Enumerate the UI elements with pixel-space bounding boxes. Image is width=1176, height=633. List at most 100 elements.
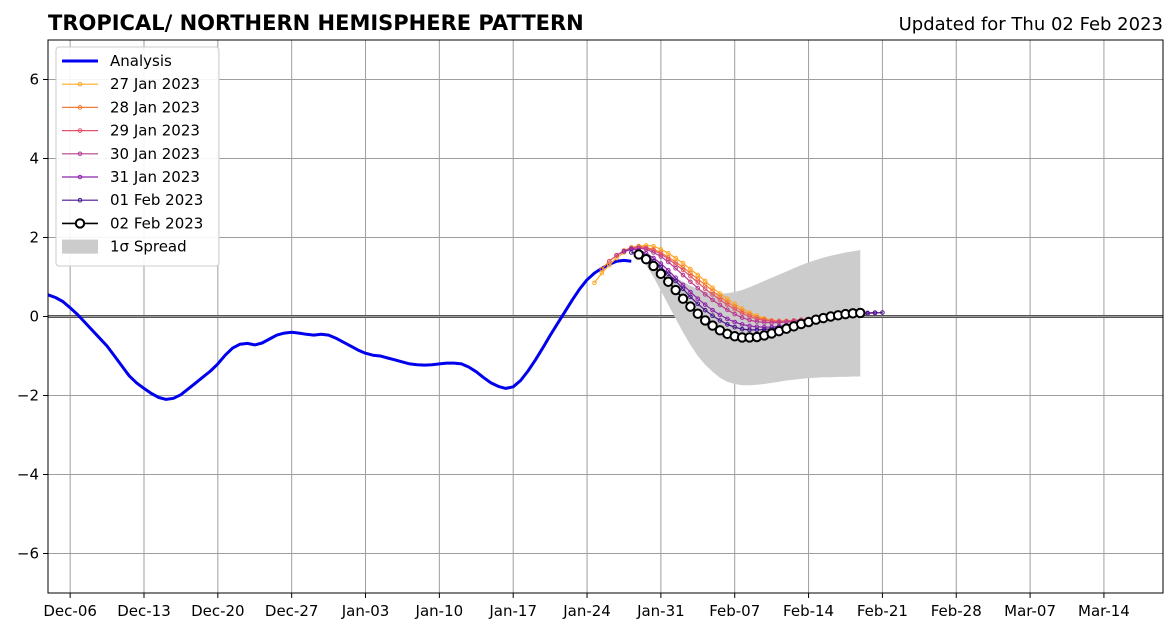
series-point — [710, 292, 715, 297]
legend-item: 28 Jan 2023 — [62, 98, 200, 116]
series-point — [725, 307, 730, 313]
series-point — [702, 292, 708, 297]
series-point — [648, 260, 659, 272]
legend-marker — [77, 151, 83, 157]
legend: Analysis 27 Jan 2023 28 Jan 2023 29 Jan 202… — [55, 46, 220, 267]
x-tick-label: Jan-17 — [488, 602, 537, 620]
legend-marker — [77, 197, 83, 203]
y-tick-label: −2 — [17, 387, 39, 405]
series-current — [633, 249, 866, 343]
legend-label: 02 Feb 2023 — [110, 214, 203, 232]
updated-date: Updated for Thu 02 Feb 2023 — [899, 14, 1163, 35]
series-line — [47, 258, 632, 401]
series-point — [725, 299, 730, 305]
x-tick-label: Feb-07 — [709, 602, 760, 620]
series-point — [739, 311, 745, 316]
legend-label: 29 Jan 2023 — [110, 122, 200, 140]
series-point — [629, 250, 634, 255]
series-point — [739, 322, 745, 327]
series-point — [680, 286, 686, 292]
legend-box — [55, 46, 220, 267]
legend-marker — [77, 105, 83, 110]
x-tick-label: Mar-14 — [1078, 602, 1130, 620]
series-point — [732, 307, 738, 312]
series-point — [754, 319, 760, 324]
y-tick-label: −6 — [17, 545, 39, 563]
x-tick-label: Jan-24 — [562, 602, 611, 620]
series-point — [692, 308, 704, 319]
series-point — [680, 267, 686, 273]
series-point — [732, 319, 738, 325]
series-point — [732, 324, 738, 330]
x-tick-label: Dec-06 — [43, 602, 97, 620]
series-point — [665, 271, 671, 277]
series-point — [658, 254, 664, 259]
legend-item: 29 Jan 2023 — [62, 122, 200, 140]
series-point — [710, 307, 715, 313]
series-point — [754, 316, 760, 322]
series-point — [688, 279, 693, 285]
series-point — [695, 280, 701, 285]
series-point — [663, 276, 674, 287]
series-point — [865, 311, 870, 316]
legend-label: Analysis — [110, 52, 172, 70]
series-point — [725, 302, 730, 307]
spread-band — [638, 250, 861, 386]
x-tick-label: Jan-10 — [415, 602, 464, 620]
series-point — [621, 249, 627, 254]
legend-label: 1σ Spread — [110, 238, 187, 256]
series-point — [633, 249, 644, 260]
grid — [48, 40, 1163, 593]
series-point — [695, 285, 701, 291]
series-point — [606, 258, 612, 264]
series-point — [747, 327, 752, 333]
legend-label: 31 Jan 2023 — [110, 168, 200, 186]
series-point — [739, 315, 745, 320]
series-point — [673, 278, 678, 284]
x-tick-label: Feb-28 — [931, 602, 982, 620]
legend-item: 31 Jan 2023 — [62, 168, 200, 186]
series-point — [707, 320, 718, 331]
legend-item: 01 Feb 2023 — [62, 191, 203, 209]
x-tick-label: Dec-13 — [117, 602, 171, 620]
legend-label: 01 Feb 2023 — [110, 191, 203, 209]
series-point — [677, 293, 689, 304]
series-point — [747, 317, 752, 323]
y-tick-label: 2 — [29, 229, 39, 247]
series-point — [651, 250, 656, 255]
series-point — [717, 302, 723, 308]
legend-item: Analysis — [62, 52, 172, 70]
series-point — [695, 296, 701, 302]
spread-layer — [638, 250, 861, 386]
legend-item: 27 Jan 2023 — [62, 75, 200, 93]
lines-layer — [47, 243, 885, 401]
y-tick-label: 0 — [29, 308, 39, 326]
series-point — [732, 311, 738, 317]
series-point — [725, 316, 730, 322]
series-point — [717, 318, 723, 323]
legend-marker — [77, 128, 83, 133]
series-point — [710, 297, 715, 303]
series-point — [717, 297, 723, 303]
series-point — [592, 280, 597, 286]
legend-label: 30 Jan 2023 — [110, 145, 200, 163]
series-point — [761, 320, 767, 325]
series-point — [880, 310, 885, 315]
x-tick-label: Feb-21 — [857, 602, 908, 620]
series-point — [640, 254, 652, 265]
series-point — [688, 289, 693, 295]
series-point — [695, 301, 701, 307]
x-tick-label: Jan-31 — [636, 602, 685, 620]
series-analysis — [47, 258, 632, 401]
x-tick-label: Feb-14 — [783, 602, 834, 620]
legend-item: 1σ Spread — [62, 238, 187, 256]
y-tick-label: −4 — [17, 466, 39, 484]
x-tick-label: Dec-27 — [265, 602, 319, 620]
series-point — [754, 327, 760, 333]
series-point — [614, 252, 619, 258]
series-point — [732, 301, 738, 307]
series-point — [680, 264, 686, 270]
series-point — [702, 302, 708, 307]
series-point — [599, 266, 605, 272]
